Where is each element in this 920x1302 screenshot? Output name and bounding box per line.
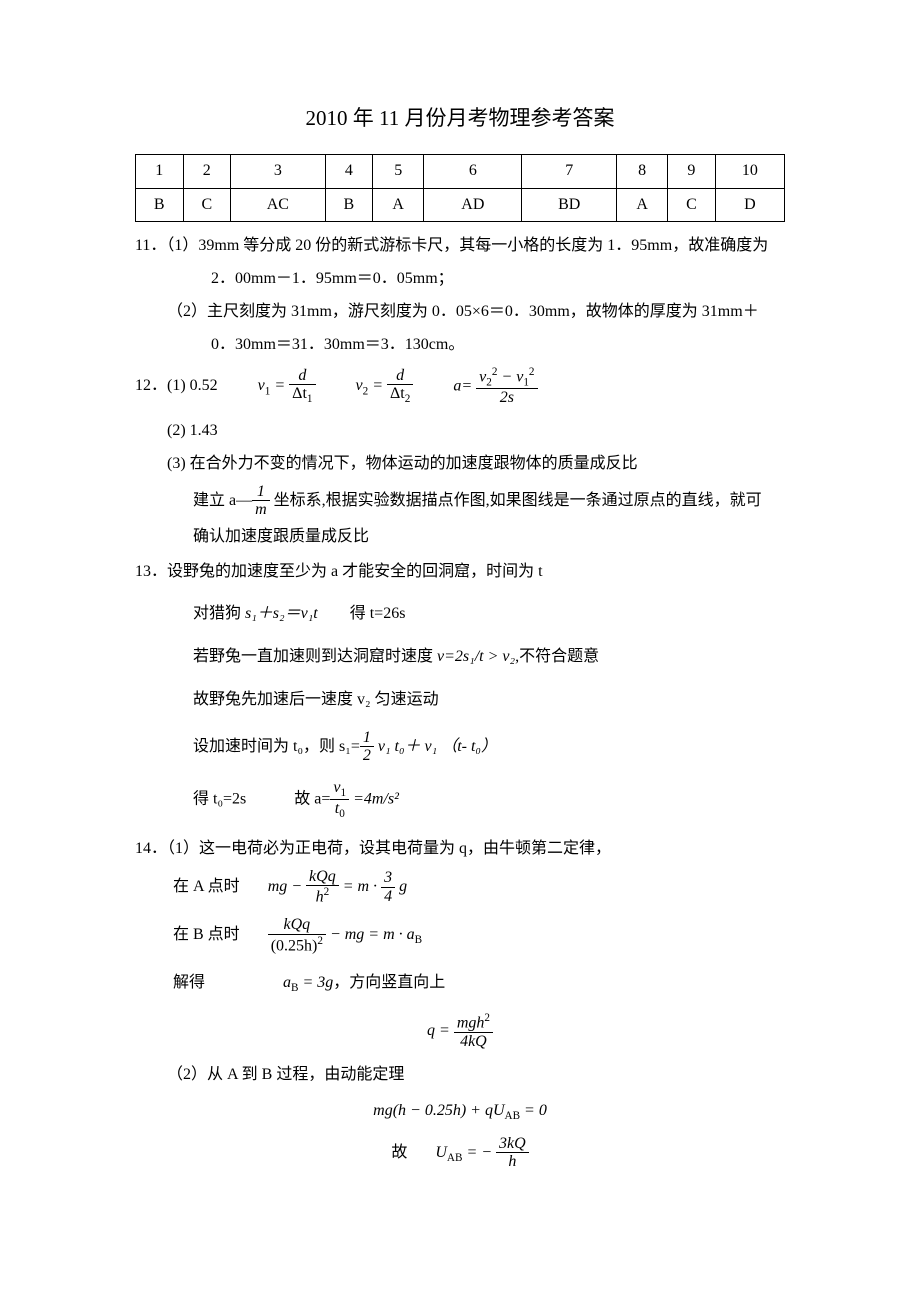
q12-row1: 12．(1) 0.52 v1 = dΔt1 v2 = dΔt2 a= v22 −… [135,366,785,407]
q12-a: a= v22 − v122s [453,366,537,407]
ans-9: C [668,188,716,222]
ans-1: B [136,188,184,222]
table-row-headers: 1 2 3 4 5 6 7 8 9 10 [136,154,785,188]
q12-v1: v1 = dΔt1 [258,367,316,406]
th-5: 5 [373,154,424,188]
q11-line2: 2．00mm－1．95mm＝0．05mm； [135,265,785,294]
th-3: 3 [231,154,326,188]
th-10: 10 [715,154,784,188]
th-2: 2 [183,154,231,188]
q12-p2: (2) 1.43 [135,417,785,446]
th-1: 1 [136,154,184,188]
q11-part2b: 0．30mm＝31．30mm＝3．130cm。 [135,331,785,360]
q14-solve: 解得 aB = 3g，方向竖直向上 [135,969,785,998]
q12-p3b: 建立 a—1m 坐标系,根据实验数据描点作图,如果图线是一条通过原点的直线，就可 [135,483,785,519]
th-8: 8 [617,154,668,188]
question-13: 13．设野兔的加速度至少为 a 才能安全的回洞窟，时间为 t 对猎狗 s₁＋s₂… [135,558,785,821]
q13-l5: 设加速时间为 t₀，则 s₁=12 v₁ t₀＋ v₁ （t- t₀） [135,729,785,765]
answer-table: 1 2 3 4 5 6 7 8 9 10 B C AC B A AD BD A … [135,154,785,223]
ans-6: AD [424,188,522,222]
th-4: 4 [325,154,373,188]
ans-3: AC [231,188,326,222]
ans-5: A [373,188,424,222]
page-title: 2010 年 11 月份月考物理参考答案 [135,100,785,138]
q14-lB: 在 B 点时 kQq(0.25h)2 − mg = m · aB [135,916,785,955]
q12-p1-prefix: 12．(1) 0.52 [135,372,218,401]
q14-l1: 14．（1）这一电荷必为正电荷，设其电荷量为 q，由牛顿第二定律， [135,835,785,864]
ans-7: BD [522,188,617,222]
q13-l1: 13．设野兔的加速度至少为 a 才能安全的回洞窟，时间为 t [135,558,785,587]
question-12: 12．(1) 0.52 v1 = dΔt1 v2 = dΔt2 a= v22 −… [135,366,785,552]
ans-4: B [325,188,373,222]
question-14: 14．（1）这一电荷必为正电荷，设其电荷量为 q，由牛顿第二定律， 在 A 点时… [135,835,785,1171]
q13-l2: 对猎狗 s₁＋s₂＝v₁t 得 t=26s [135,600,785,629]
question-11: 11．（1）39mm 等分成 20 份的新式游标卡尺，其每一小格的长度为 1．9… [135,232,785,359]
ans-10: D [715,188,784,222]
th-6: 6 [424,154,522,188]
q11-part2a: （2）主尺刻度为 31mm，游尺刻度为 0．05×6＝0．30mm，故物体的厚度… [135,298,785,327]
th-9: 9 [668,154,716,188]
q13-l3: 若野兔一直加速则到达洞窟时速度 v=2s₁/t > v₂,不符合题意 [135,643,785,672]
th-7: 7 [522,154,617,188]
q11-line1: 11．（1）39mm 等分成 20 份的新式游标卡尺，其每一小格的长度为 1．9… [135,232,785,261]
ans-8: A [617,188,668,222]
q13-l4: 故野兔先加速后一速度 v₂ 匀速运动 [135,686,785,715]
q14-q-eq: q = mgh24kQ [135,1012,785,1051]
table-row-answers: B C AC B A AD BD A C D [136,188,785,222]
q14-lA: 在 A 点时 mg − kQqh2 = m · 34 g [135,868,785,907]
q14-p2: （2）从 A 到 B 过程，由动能定理 [135,1061,785,1090]
q13-l6: 得 t₀=2s 故 a=v1t0 =4m/s² [135,779,785,821]
q12-p3a: (3) 在合外力不变的情况下，物体运动的加速度跟物体的质量成反比 [135,450,785,479]
q12-p3c: 确认加速度跟质量成反比 [135,523,785,552]
q14-eAB: mg(h − 0.25h) + qUAB = 0 [135,1097,785,1126]
ans-2: C [183,188,231,222]
q12-v2: v2 = dΔt2 [356,367,414,406]
q14-final: 故 UAB = − 3kQh [135,1135,785,1171]
